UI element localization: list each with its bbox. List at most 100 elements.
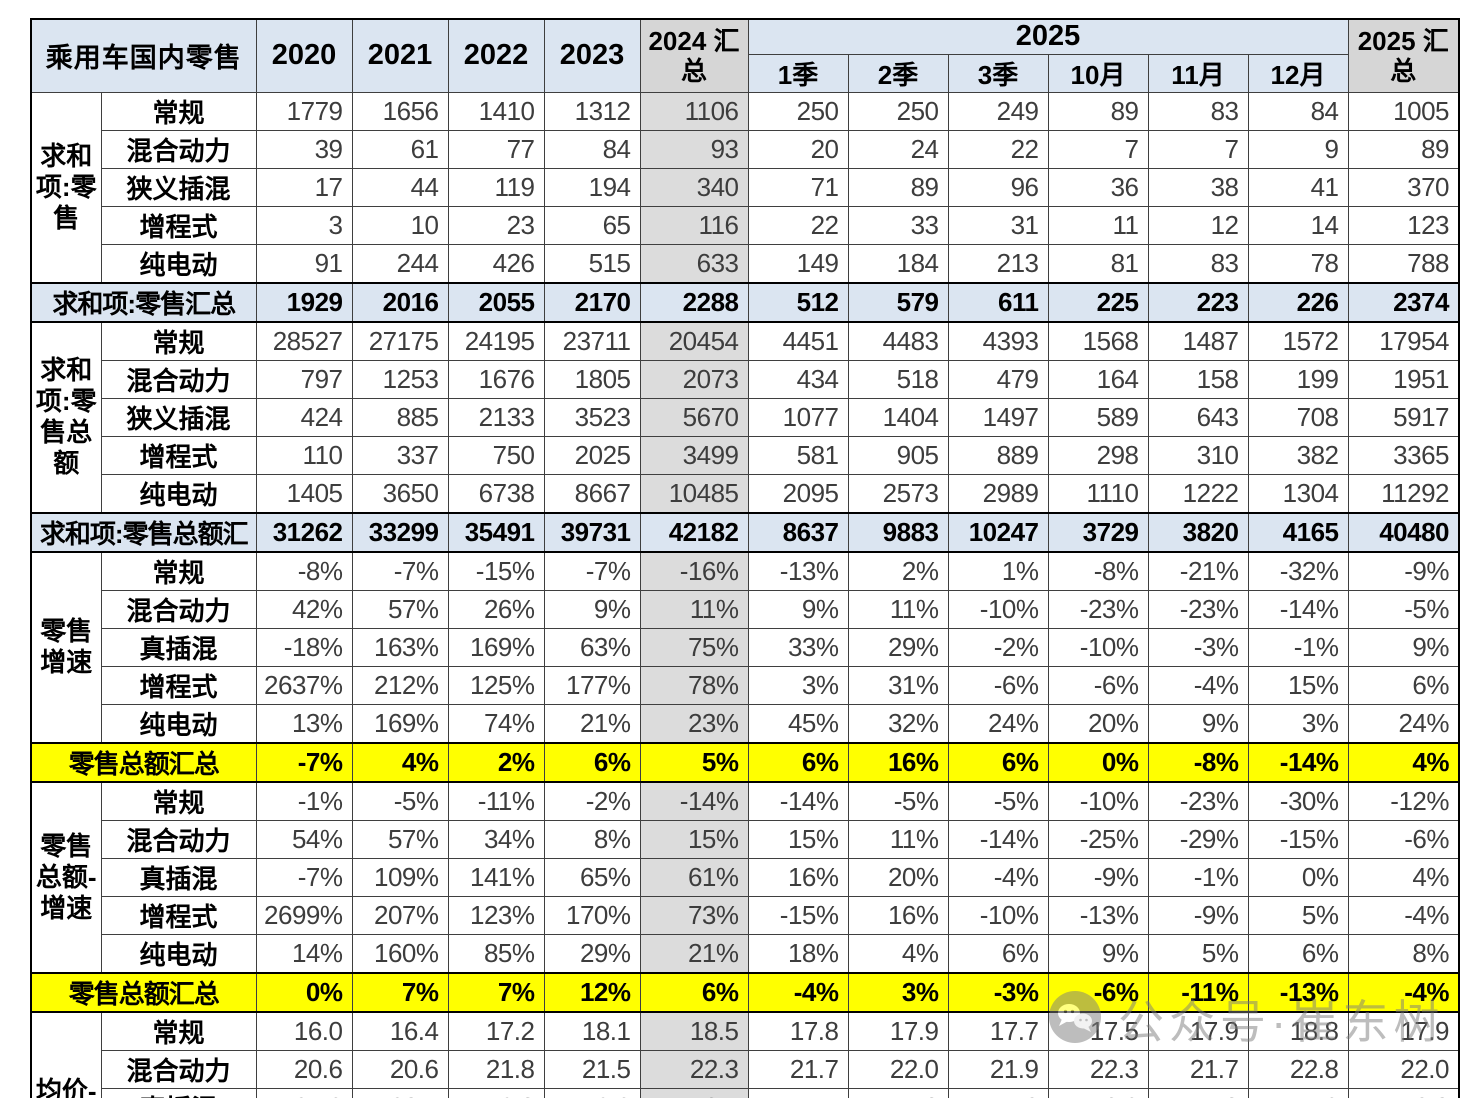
total-value-cell: 6% <box>747 741 849 783</box>
value-cell: 18.5 <box>639 1011 749 1051</box>
value-cell: 57% <box>351 819 449 859</box>
value-cell: -5% <box>351 781 449 821</box>
value-cell: 2095 <box>747 473 849 513</box>
value-cell: 73% <box>639 895 749 935</box>
value-cell: -15% <box>447 551 545 591</box>
value-cell: -29% <box>1147 819 1249 859</box>
value-cell: 83 <box>1147 243 1249 283</box>
total-value-cell: 40480 <box>1347 511 1460 553</box>
value-cell: 16% <box>847 895 949 935</box>
value-cell: 71 <box>747 167 849 207</box>
total-value-cell: 4165 <box>1247 511 1349 553</box>
value-cell: 27175 <box>351 321 449 361</box>
value-cell: 169% <box>447 627 545 667</box>
total-value-cell: 225 <box>1047 281 1149 323</box>
value-cell: 149 <box>747 243 849 283</box>
value-cell: 20% <box>847 857 949 897</box>
value-cell: 199 <box>1247 359 1349 399</box>
value-cell: 21.8 <box>447 1049 545 1089</box>
value-cell: 310 <box>1147 435 1249 475</box>
header-row-1: 乘用车国内零售 2020 2021 2022 2023 2024 汇 总 2025 2025 … <box>30 18 1460 93</box>
header-2024-total: 2024 汇 总 <box>639 18 749 93</box>
total-value-cell: 0% <box>1047 741 1149 783</box>
value-cell: 16.0 <box>255 1011 353 1051</box>
row-label: 真插混 <box>100 857 257 897</box>
value-cell: 11% <box>847 819 949 859</box>
data-row: 混合动力 797 1253 1676 1805 2073 434 518 479 164 158 19… <box>31 359 1460 399</box>
value-cell: -14% <box>747 781 849 821</box>
value-cell: 160% <box>351 933 449 973</box>
row-label: 纯电动 <box>100 703 257 743</box>
value-cell: 84 <box>1247 91 1349 131</box>
group-label: 零售 总额- 增速 <box>30 781 102 973</box>
value-cell: 1779 <box>255 91 353 131</box>
value-cell: 370 <box>1347 167 1460 207</box>
value-cell: 14% <box>255 933 353 973</box>
value-cell: -3% <box>1147 627 1249 667</box>
data-row: 增程式 2637% 212% 125% 177% 78% 3% 31% -6% -6% -4% 15%… <box>31 665 1460 705</box>
value-cell: 24195 <box>447 321 545 361</box>
value-cell: -6% <box>1347 819 1460 859</box>
header-year-2020: 2020 <box>255 18 353 93</box>
total-value-cell: 2% <box>447 741 545 783</box>
value-cell: 9% <box>747 589 849 629</box>
total-value-cell: 35491 <box>447 511 545 553</box>
value-cell: 424 <box>255 397 353 437</box>
value-cell: -15% <box>1247 819 1349 859</box>
value-cell: 25.3 <box>255 1087 353 1098</box>
group-label: 零售 增速 <box>30 551 102 743</box>
value-cell: 16.0 <box>1347 1087 1460 1098</box>
value-cell: 1656 <box>351 91 449 131</box>
value-cell: 125% <box>447 665 545 705</box>
value-cell: -4% <box>1347 895 1460 935</box>
value-cell: 889 <box>947 435 1049 475</box>
value-cell: 16.4 <box>351 1011 449 1051</box>
row-label: 常规 <box>100 1011 257 1051</box>
value-cell: 61 <box>351 129 449 169</box>
value-cell: -4% <box>1147 665 1249 705</box>
value-cell: -5% <box>947 781 1049 821</box>
value-cell: 44 <box>351 167 449 207</box>
value-cell: 4% <box>1347 857 1460 897</box>
value-cell: -21% <box>1147 551 1249 591</box>
value-cell: 17.9 <box>1147 1011 1249 1051</box>
value-cell: 15% <box>747 819 849 859</box>
value-cell: 589 <box>1047 397 1149 437</box>
row-label: 狭义插混 <box>100 167 257 207</box>
value-cell: -5% <box>1347 589 1460 629</box>
value-cell: 4393 <box>947 321 1049 361</box>
value-cell: 96 <box>947 167 1049 207</box>
value-cell: 170% <box>543 895 641 935</box>
value-cell: 158 <box>1147 359 1249 399</box>
data-row: 零售 增速 常规 -8% -7% -15% -7% -16% -13% 2% 1% -8% -21% -… <box>30 551 1460 743</box>
value-cell: 797 <box>255 359 353 399</box>
header-year-2023: 2023 <box>543 18 641 93</box>
value-cell: -10% <box>1047 781 1149 821</box>
row-label: 混合动力 <box>100 359 257 399</box>
total-value-cell: 611 <box>947 281 1049 323</box>
value-cell: -9% <box>1047 857 1149 897</box>
value-cell: 1312 <box>543 91 641 131</box>
group-label: 求和 项:零 售总 额 <box>30 321 102 513</box>
value-cell: 3650 <box>351 473 449 513</box>
value-cell: 31% <box>847 665 949 705</box>
value-cell: 10 <box>351 205 449 245</box>
data-row: 混合动力 20.6 20.6 21.8 21.5 22.3 21.7 22.0 21.9 22.3… <box>31 1049 1460 1089</box>
total-value-cell: 6% <box>639 971 749 1013</box>
value-cell: 2025 <box>543 435 641 475</box>
total-value-cell: 2170 <box>543 281 641 323</box>
value-cell: 8667 <box>543 473 641 513</box>
value-cell: 22 <box>747 205 849 245</box>
value-cell: 61% <box>639 857 749 897</box>
total-value-cell: 33299 <box>351 511 449 553</box>
value-cell: 24% <box>947 703 1049 743</box>
value-cell: 12 <box>1147 205 1249 245</box>
value-cell: 123% <box>447 895 545 935</box>
value-cell: 213 <box>947 243 1049 283</box>
value-cell: 1951 <box>1347 359 1460 399</box>
value-cell: -2% <box>947 627 1049 667</box>
value-cell: 6738 <box>447 473 545 513</box>
value-cell: -4% <box>947 857 1049 897</box>
value-cell: 9 <box>1247 129 1349 169</box>
value-cell: 1805 <box>543 359 641 399</box>
